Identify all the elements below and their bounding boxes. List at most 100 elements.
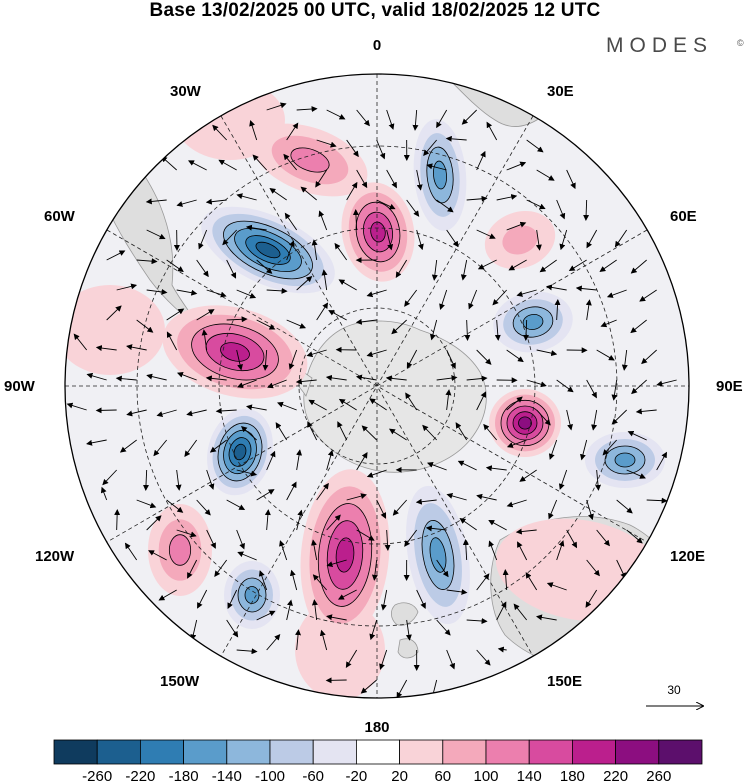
wind-vector	[245, 224, 267, 231]
wind-vector	[316, 302, 329, 321]
wind-vector	[506, 396, 523, 411]
wind-vector	[621, 349, 628, 371]
wind-vector	[423, 139, 438, 157]
wind-vector	[586, 379, 597, 399]
wind-vector	[326, 449, 334, 471]
wind-vector	[190, 619, 198, 641]
wind-vector	[566, 529, 578, 549]
wind-vector	[106, 250, 126, 261]
wind-vector	[226, 316, 248, 323]
wind-vector	[476, 229, 496, 239]
wind-vector	[396, 679, 408, 698]
anomaly-contour	[233, 443, 247, 461]
wind-vector	[236, 193, 257, 201]
wind-vector	[196, 259, 209, 278]
lon-label-30w: 30W	[170, 83, 202, 100]
wind-vector	[146, 515, 162, 531]
wind-vector	[326, 559, 347, 568]
wind-vector	[385, 375, 407, 382]
globe-outline	[64, 73, 690, 699]
brand-copyright-mark: ©	[737, 38, 744, 48]
lon-label-120e: 120E	[670, 548, 705, 565]
anomaly-a2	[341, 182, 415, 282]
wind-vector	[599, 259, 617, 272]
wind-vector	[536, 169, 555, 181]
wind-vector	[626, 529, 643, 544]
wind-vector	[269, 188, 287, 201]
wind-vector	[405, 392, 418, 411]
wind-vector	[425, 525, 447, 532]
wind-vector	[461, 109, 477, 125]
wind-vectors	[66, 102, 677, 698]
wind-vector	[392, 499, 408, 516]
wind-vector	[319, 629, 328, 651]
lon-label-60w: 60W	[44, 208, 76, 225]
wind-vector	[639, 289, 657, 302]
wind-vector	[446, 588, 468, 595]
wind-vector	[630, 259, 647, 274]
wind-vector	[566, 169, 576, 190]
wind-vector	[337, 421, 348, 441]
wind-vector	[252, 154, 267, 171]
colorbar-tick-labels: -260 -220 -180 -140 -100 -60 -20 20 60 100 140 180 2…	[82, 768, 671, 783]
anomaly-a3	[252, 123, 368, 197]
wind-vector	[334, 242, 348, 261]
wind-vector	[436, 619, 451, 636]
wind-vector	[586, 499, 594, 521]
wind-vector	[585, 299, 592, 321]
wind-vector	[508, 259, 527, 271]
colorbar-tick-label: 100	[473, 768, 498, 783]
wind-vector	[311, 239, 318, 261]
wind-vector	[326, 514, 341, 531]
anomaly-contour	[522, 314, 544, 330]
map-area	[65, 74, 689, 698]
anomaly-a5	[484, 210, 556, 270]
wind-vector	[476, 493, 497, 501]
wind-vector	[460, 259, 468, 281]
wind-vector	[568, 259, 587, 272]
colorbar-tick-label: 60	[434, 768, 451, 783]
wind-vector	[187, 559, 198, 579]
wind-vector	[614, 229, 628, 248]
wind-vector	[595, 469, 602, 491]
wind-vector	[267, 379, 287, 389]
wind-vector	[275, 422, 288, 441]
colorbar-tick-label: 20	[391, 768, 408, 783]
wind-vector	[356, 109, 370, 127]
wind-vector	[266, 102, 287, 111]
wind-vector	[176, 289, 198, 296]
wind-vector	[506, 349, 524, 363]
wind-vector	[631, 379, 647, 395]
wind-vector	[596, 349, 615, 361]
wind-vector	[337, 589, 357, 600]
wind-vector	[286, 122, 299, 141]
colorbar-tick-label: -260	[82, 768, 112, 783]
wind-vector	[630, 319, 647, 334]
anomaly-contour	[518, 416, 532, 430]
wind-vector	[455, 422, 468, 441]
wind-vector	[201, 329, 208, 351]
wind-vector	[591, 409, 598, 431]
wind-vector	[515, 528, 537, 535]
wind-vector	[286, 599, 293, 621]
wind-vector	[611, 379, 618, 401]
wind-vector	[136, 258, 158, 265]
wind-vector	[602, 439, 617, 456]
wind-vector	[558, 469, 568, 490]
wind-vector	[205, 198, 227, 205]
anomaly-contour	[244, 586, 260, 604]
wind-vector	[184, 439, 198, 458]
wind-vector	[175, 469, 182, 491]
colorbar-box	[442, 739, 487, 765]
wind-vector	[326, 614, 347, 621]
wind-vector	[464, 319, 471, 341]
wind-vector	[635, 408, 657, 415]
wind-vector	[416, 589, 426, 609]
wind-vector	[326, 109, 346, 120]
wind-vector	[488, 519, 507, 531]
colorbar-box	[96, 739, 141, 765]
wind-vector	[136, 319, 154, 333]
wind-vector	[386, 229, 394, 251]
wind-vector	[106, 305, 122, 321]
